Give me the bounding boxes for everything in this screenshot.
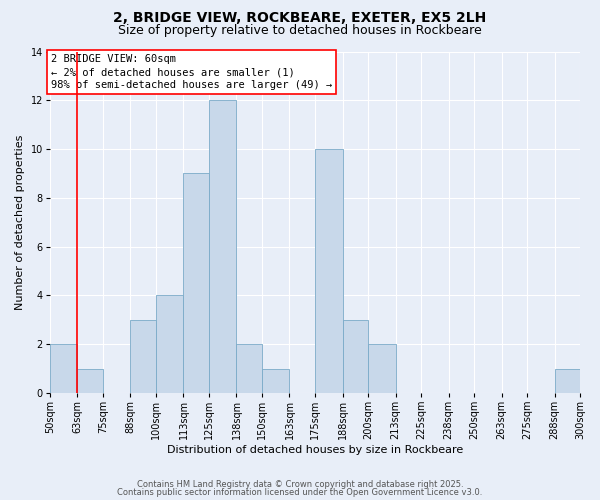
Text: 2 BRIDGE VIEW: 60sqm
← 2% of detached houses are smaller (1)
98% of semi-detache: 2 BRIDGE VIEW: 60sqm ← 2% of detached ho… bbox=[51, 54, 332, 90]
Bar bbox=[50, 344, 77, 393]
Bar bbox=[77, 368, 103, 393]
Bar bbox=[130, 320, 156, 393]
Bar bbox=[184, 174, 209, 393]
Bar bbox=[368, 344, 395, 393]
Text: 2, BRIDGE VIEW, ROCKBEARE, EXETER, EX5 2LH: 2, BRIDGE VIEW, ROCKBEARE, EXETER, EX5 2… bbox=[113, 11, 487, 25]
Bar bbox=[315, 149, 343, 393]
Bar bbox=[156, 296, 184, 393]
Y-axis label: Number of detached properties: Number of detached properties bbox=[15, 134, 25, 310]
Bar bbox=[209, 100, 236, 393]
X-axis label: Distribution of detached houses by size in Rockbeare: Distribution of detached houses by size … bbox=[167, 445, 463, 455]
Bar bbox=[554, 368, 580, 393]
Bar bbox=[262, 368, 289, 393]
Text: Contains public sector information licensed under the Open Government Licence v3: Contains public sector information licen… bbox=[118, 488, 482, 497]
Bar bbox=[343, 320, 368, 393]
Text: Contains HM Land Registry data © Crown copyright and database right 2025.: Contains HM Land Registry data © Crown c… bbox=[137, 480, 463, 489]
Text: Size of property relative to detached houses in Rockbeare: Size of property relative to detached ho… bbox=[118, 24, 482, 37]
Bar bbox=[236, 344, 262, 393]
